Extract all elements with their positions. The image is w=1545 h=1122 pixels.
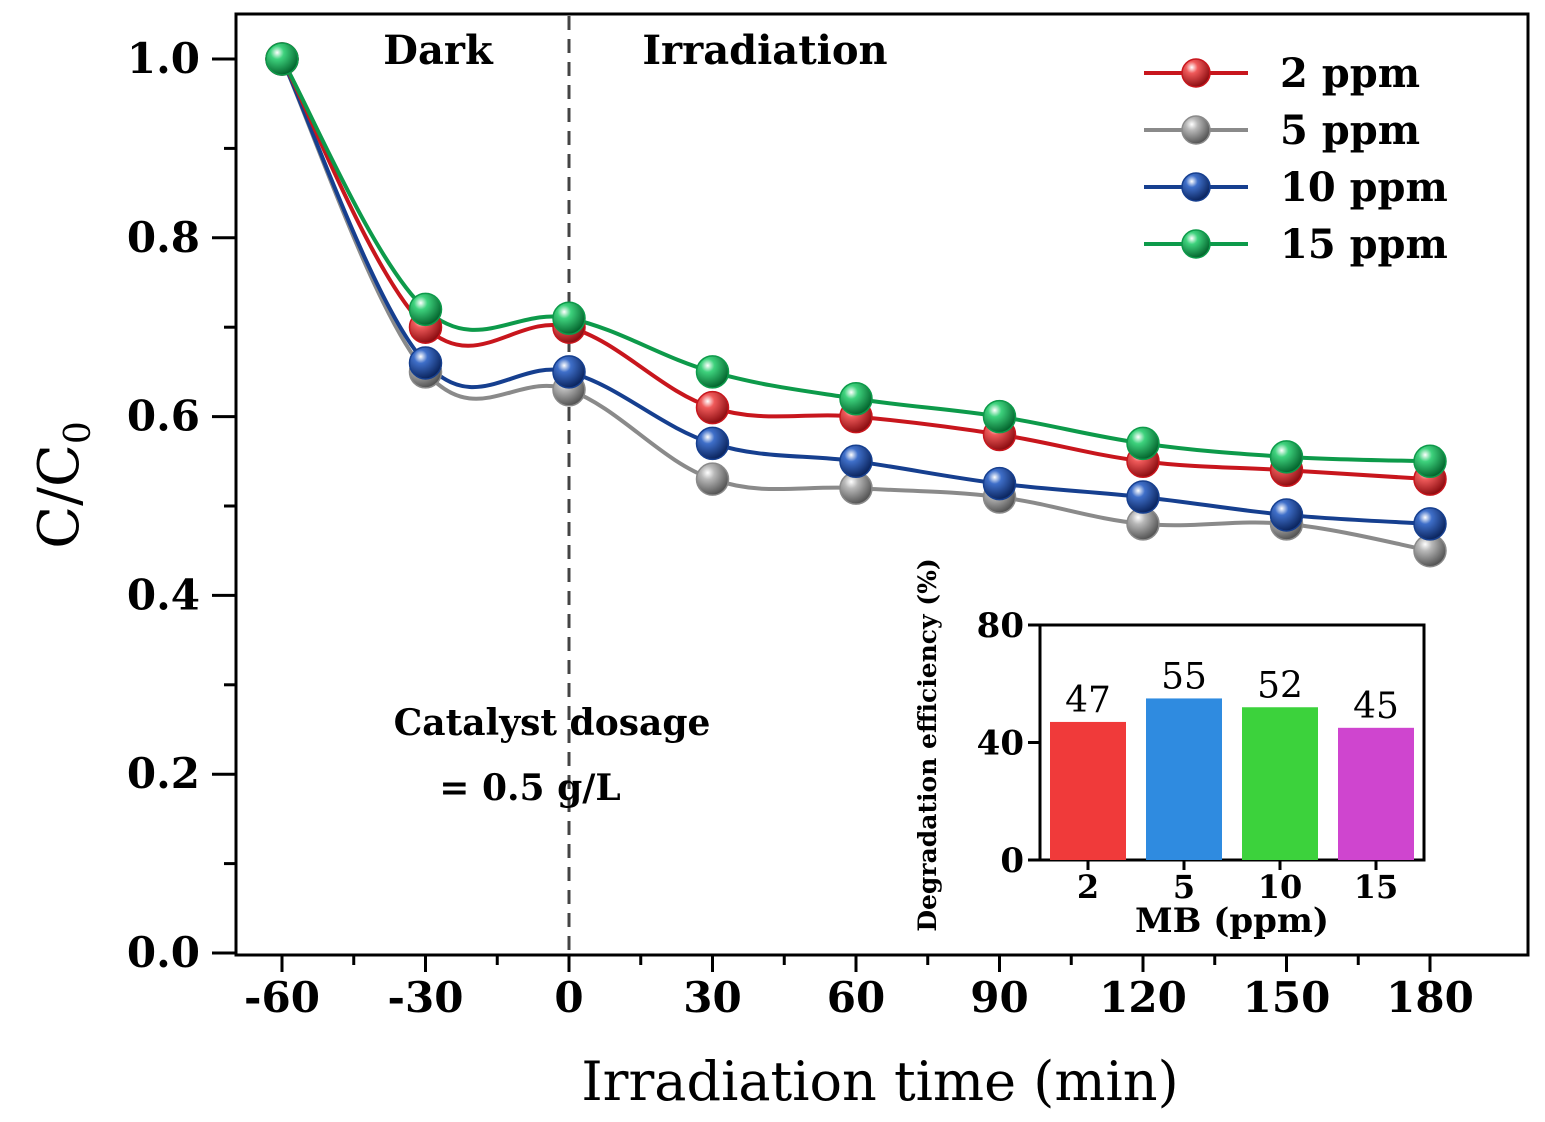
x-tick-label: 90 [970, 973, 1028, 1022]
legend: 2 ppm 5 ppm 10 ppm 15 ppm [1144, 50, 1448, 268]
data-point-10-ppm [982, 466, 1017, 501]
y-tick-label: 0.6 [127, 392, 200, 441]
inset-bar-value-label: 52 [1257, 665, 1303, 706]
data-point-15-ppm [265, 42, 299, 76]
y-tick-label: 1.0 [127, 34, 200, 83]
data-point-15-ppm [1413, 444, 1447, 479]
inset-bar [1050, 721, 1126, 860]
data-point-15-ppm [839, 381, 873, 416]
series-layer [265, 42, 1447, 568]
inset-bar-value-label: 47 [1065, 680, 1111, 721]
inset-y-tick-label: 0 [1000, 841, 1024, 881]
x-tick-label: 120 [1099, 973, 1187, 1022]
main-plot-frame [234, 12, 1530, 957]
inset-x-axis-title: MB (ppm) [1135, 901, 1329, 941]
inset-x-tick-label: 2 [1077, 868, 1099, 906]
inset-bar [1146, 698, 1222, 860]
inset-x-tick-label: 15 [1354, 868, 1399, 906]
x-tick-label: -30 [388, 973, 464, 1022]
inset-bar [1338, 727, 1414, 860]
data-point-2-ppm [695, 390, 730, 425]
inset-y-tick-label: 40 [977, 724, 1024, 764]
data-point-15-ppm [1269, 440, 1304, 474]
inset-x-tick-label: 10 [1258, 868, 1303, 906]
x-tick-label: 30 [683, 973, 741, 1022]
y-tick-label: 0.4 [127, 570, 200, 619]
catalyst-dosage-line1: Catalyst dosage [394, 702, 711, 744]
data-point-10-ppm [839, 444, 873, 479]
x-tick-label: 150 [1243, 973, 1331, 1022]
x-tick-label: 180 [1386, 973, 1474, 1022]
legend-label: 15 ppm [1280, 221, 1448, 268]
data-point-15-ppm [695, 355, 730, 389]
legend-label: 5 ppm [1280, 107, 1420, 154]
y-tick-label: 0.0 [127, 928, 200, 977]
y-axis-title: C/C0 [27, 421, 99, 548]
data-point-10-ppm [1413, 507, 1447, 541]
inset-bar [1242, 707, 1318, 860]
y-axis-ticks: 0.0 0.2 0.4 0.6 0.8 1.0 [127, 34, 236, 977]
data-point-10-ppm [1269, 498, 1304, 532]
x-tick-label: -60 [244, 973, 320, 1022]
data-point-10-ppm [552, 355, 586, 389]
data-point-15-ppm [982, 399, 1017, 434]
catalyst-dosage-line2: = 0.5 g/L [439, 767, 621, 809]
x-tick-label: 60 [827, 973, 885, 1022]
legend-label: 10 ppm [1280, 164, 1448, 211]
inset-x-tick-label: 5 [1173, 868, 1195, 906]
legend-marker [1181, 115, 1211, 145]
y-tick-label: 0.2 [127, 749, 200, 798]
data-point-10-ppm [1126, 480, 1160, 514]
y-axis-title-sub: 0 [58, 421, 99, 444]
inset-y-axis-title: Degradation efficiency (%) [913, 558, 942, 931]
dark-label: Dark [383, 27, 494, 74]
data-point-10-ppm [695, 426, 730, 461]
data-point-15-ppm [408, 292, 443, 327]
legend-marker [1181, 229, 1211, 259]
svg-text:C/C0: C/C0 [27, 421, 99, 548]
x-axis-title: Irradiation time (min) [581, 1050, 1178, 1113]
data-point-15-ppm [1126, 426, 1160, 461]
x-axis-ticks: -60 -30 0 30 60 90 120 150 180 [244, 955, 1474, 1022]
data-point-10-ppm [408, 346, 443, 380]
inset-bar-value-label: 45 [1353, 686, 1399, 727]
data-point-15-ppm [552, 301, 586, 336]
legend-label: 2 ppm [1280, 50, 1420, 97]
x-tick-label: 0 [554, 973, 583, 1022]
y-axis-title-main: C/C [27, 444, 92, 549]
legend-marker [1181, 172, 1211, 202]
y-tick-label: 0.8 [127, 213, 200, 262]
inset-y-tick-label: 80 [977, 606, 1024, 646]
legend-marker [1181, 58, 1211, 88]
irradiation-label: Irradiation [642, 27, 887, 74]
inset-bar-value-label: 55 [1161, 656, 1207, 697]
data-point-5-ppm [695, 462, 730, 496]
